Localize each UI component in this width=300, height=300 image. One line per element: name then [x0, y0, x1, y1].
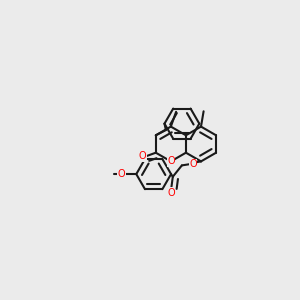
Text: O: O — [167, 156, 175, 167]
Text: O: O — [139, 151, 146, 161]
Text: O: O — [118, 169, 125, 179]
Text: O: O — [189, 159, 197, 169]
Text: O: O — [167, 188, 175, 198]
